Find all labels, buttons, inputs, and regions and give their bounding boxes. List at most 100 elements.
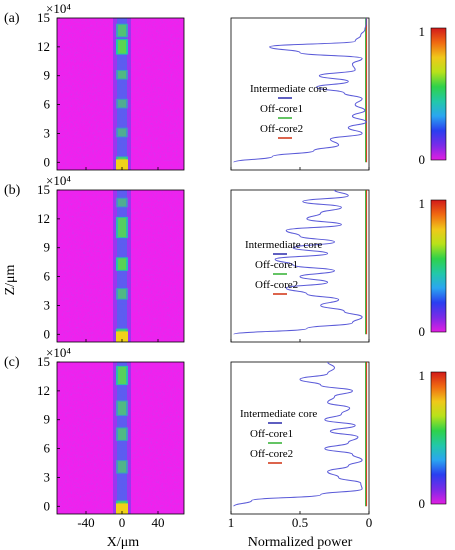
core-hotspot [116,98,128,109]
y-tick-label: 9 [44,68,51,83]
x-ticks-power: 1 0.5 0 [228,515,373,530]
x-tick-label: 40 [152,515,165,530]
core-hotspot-center [118,128,126,137]
series-line-intermediate-core [233,189,363,335]
series-line-intermediate-core [233,18,367,163]
core-hotspot-center [118,401,126,415]
core-channel-inner [117,18,127,170]
x-ticks-field: -40 0 40 [77,515,164,530]
x-axis-label-field: X/μm [107,535,140,550]
core-hotspot-center [118,289,126,299]
x-tick-label: 0 [119,515,126,530]
legend: Intermediate core Off-core1 Off-core2 [250,83,327,139]
colorbar-tick-label: 0 [419,152,426,167]
core-hotspot [116,427,128,441]
y-tick-label: 3 [44,469,51,484]
y-ticks: 0 3 6 9 12 15 [37,354,60,513]
y-tick-label: 0 [44,326,51,341]
y-tick-label: 9 [44,240,51,255]
y-tick-label: 0 [44,154,51,169]
y-tick-label: 3 [44,125,51,140]
power-plot: Intermediate core Off-core1 Off-core2 [230,361,370,515]
x-tick-label: 1 [228,515,235,530]
panel-c: 0 3 6 9 12 15 (c) ×10⁴ Intermediate core Off-core… [4,345,447,515]
x-tick-label: 0.5 [292,515,308,530]
panel-label: (a) [4,11,20,26]
core-hotspot-center [118,24,126,37]
y-tick-label: 15 [37,10,50,25]
x-tick-label: 0 [366,515,373,530]
colorbar-tick-label: 1 [419,196,426,211]
field-frame [56,189,185,343]
series-line-intermediate-core [233,361,363,507]
core-hotspot-center [118,428,126,440]
legend-label: Off-core1 [250,428,293,440]
x-tick-label: -40 [77,515,94,530]
power-frame [230,189,370,343]
legend-label: Off-core2 [260,123,303,135]
panel-label: (c) [4,355,20,370]
field-map [56,17,185,171]
core-hotspot-center [118,70,126,79]
core-hotspot [116,69,128,80]
core-hotspot [116,400,128,416]
legend: Intermediate core Off-core1 Off-core2 [245,239,322,295]
legend-label: Off-core2 [250,448,293,460]
field-map [56,189,185,343]
core-input [116,503,128,514]
legend-label: Off-core1 [260,103,303,115]
y-tick-label: 6 [44,97,51,112]
legend-label: Intermediate core [240,408,317,420]
core-input [116,331,128,342]
core-hotspot-center [118,99,126,108]
z-scale-label: ×10⁴ [46,173,71,188]
y-tick-label: 6 [44,441,51,456]
colorbar-tick-label: 0 [419,496,426,511]
core-input [116,159,128,170]
power-frame [230,17,370,171]
core-hotspot-center [118,258,126,270]
colorbar-tick-label: 1 [419,368,426,383]
core-hotspot-center [118,198,126,207]
legend-label: Intermediate core [245,239,322,251]
colorbar-gradient [430,371,447,505]
field-frame [56,361,185,515]
panel-label: (b) [4,183,21,198]
y-tick-label: 0 [44,498,51,513]
power-plot: Intermediate core Off-core1 Off-core2 [230,189,370,343]
y-axis-label: Z/μm [3,264,18,295]
panel-a: 0 3 6 9 12 15 (a) ×10⁴ Intermediate core Off-core… [4,1,447,171]
core-hotspot-center [118,40,126,54]
y-tick-label: 12 [37,39,50,54]
y-tick-label: 15 [37,182,50,197]
core-hotspot-center [118,366,126,385]
core-hotspot [116,288,128,300]
y-tick-label: 15 [37,354,50,369]
x-axis-label-power: Normalized power [248,535,353,550]
y-ticks: 0 3 6 9 12 15 [37,10,60,169]
power-plot: Intermediate core Off-core1 Off-core2 [230,17,370,171]
colorbar: 10 [419,196,447,339]
core-hotspot [116,460,128,474]
field-frame [56,17,185,171]
colorbar: 10 [419,368,447,511]
z-scale-label: ×10⁴ [46,345,71,360]
panel-b: 0 3 6 9 12 15 (b) ×10⁴ Intermediate core Off-core… [4,173,447,343]
y-tick-label: 12 [37,383,50,398]
colorbar-tick-label: 0 [419,324,426,339]
legend-label: Off-core1 [255,259,298,271]
colorbar-tick-label: 1 [419,24,426,39]
colorbar-gradient [430,199,447,333]
colorbar-gradient [430,27,447,161]
core-hotspot [116,197,128,208]
core-hotspot-center [118,217,126,238]
colorbar: 10 [419,24,447,167]
legend-label: Off-core2 [255,279,298,291]
y-tick-label: 12 [37,211,50,226]
field-map [56,361,185,515]
y-tick-label: 6 [44,269,51,284]
core-hotspot-center [118,461,126,473]
legend: Intermediate core Off-core1 Off-core2 [240,408,317,464]
